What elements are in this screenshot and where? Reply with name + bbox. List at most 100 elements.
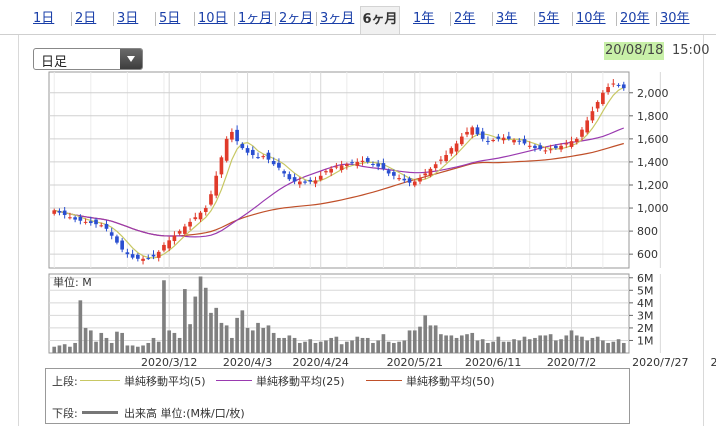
x-tick-label: 2020/4/24 — [293, 356, 349, 368]
volume-bar — [616, 339, 621, 353]
volume-bar — [480, 339, 485, 353]
x-tick-label: 2020/6/11 — [465, 356, 521, 368]
candle-body — [533, 145, 537, 149]
volume-bar — [318, 341, 323, 353]
volume-bar — [224, 325, 229, 353]
candle-body — [209, 194, 213, 205]
candle-body — [496, 136, 501, 139]
tab-15[interactable]: 20年 — [620, 11, 650, 26]
candle-body — [371, 164, 375, 166]
candle-body — [78, 216, 83, 221]
tab-7[interactable]: 2ヶ月 — [279, 11, 314, 26]
candle-body — [193, 217, 198, 220]
tab-13[interactable]: 5年 — [538, 11, 560, 26]
tab-separator — [275, 12, 276, 26]
candle-body — [595, 101, 600, 109]
volume-bar — [621, 342, 626, 353]
candle-body — [554, 145, 558, 149]
volume-bar — [57, 345, 62, 353]
tab-14[interactable]: 10年 — [576, 11, 606, 26]
tab-2[interactable]: 2日 — [75, 11, 97, 26]
candle-body — [428, 168, 433, 176]
candle-body — [538, 145, 542, 150]
volume-bar — [496, 336, 501, 353]
volume-bar — [245, 327, 250, 353]
candle-body — [512, 140, 516, 143]
volume-bar — [334, 336, 339, 353]
volume-bar — [308, 339, 313, 353]
candle-body — [590, 111, 595, 121]
volume-bar — [365, 337, 370, 353]
tab-4[interactable]: 5日 — [159, 11, 181, 26]
candle-body — [397, 178, 401, 180]
ma5-line — [54, 86, 625, 259]
candle-body — [219, 157, 224, 175]
volume-bar — [606, 342, 610, 353]
volume-bar — [214, 307, 219, 353]
candle-body — [569, 141, 574, 147]
period-tabs: 1日 2日 3日 5日 10日 1ヶ月 2ヶ月 3ヶ月 6ヶ月 1年 2年 3年 5年 10年 20年 30年 — [0, 0, 716, 35]
tab-separator — [492, 12, 493, 26]
volume-bar — [444, 335, 448, 353]
tab-8[interactable]: 3ヶ月 — [320, 11, 355, 26]
candle-body — [407, 178, 412, 183]
tab-12[interactable]: 3年 — [496, 11, 518, 26]
candle-body — [480, 131, 485, 139]
volume-bar — [78, 300, 83, 353]
volume-bar — [151, 337, 156, 353]
tab-16[interactable]: 30年 — [660, 11, 690, 26]
tab-9[interactable]: 6ヶ月 — [360, 6, 400, 34]
volume-bar — [183, 289, 187, 353]
tab-10[interactable]: 1年 — [413, 11, 435, 26]
candle-body — [345, 164, 349, 167]
price-tick-label: 2,000 — [637, 87, 669, 100]
legend-lower-label: 下段: — [52, 407, 78, 420]
candle-body — [324, 171, 328, 173]
period-select[interactable]: 日足 — [33, 48, 143, 70]
tab-1[interactable]: 1日 — [33, 11, 55, 26]
candle-body — [386, 170, 391, 174]
candle-body — [167, 240, 172, 249]
volume-bar — [407, 330, 412, 353]
tab-6[interactable]: 1ヶ月 — [238, 11, 273, 26]
volume-bar — [203, 287, 208, 353]
volume-bar — [297, 342, 302, 353]
candle-body — [606, 86, 610, 93]
candle-body — [57, 211, 62, 213]
volume-panel — [48, 273, 630, 354]
candle-body — [402, 178, 407, 181]
volume-bar — [527, 339, 532, 353]
candle-body — [172, 235, 177, 242]
volume-bar — [125, 345, 130, 353]
tab-separator — [572, 12, 573, 26]
candle-body — [355, 161, 360, 166]
tab-3[interactable]: 3日 — [117, 11, 139, 26]
volume-tick-label: 4M — [637, 297, 654, 310]
candle-body — [277, 162, 281, 168]
volume-bar — [574, 335, 579, 353]
dropdown-button[interactable] — [120, 49, 142, 69]
volume-bar — [543, 335, 548, 353]
volume-bar — [219, 322, 224, 353]
volume-bar — [120, 332, 124, 353]
volume-bar — [439, 334, 443, 353]
candle-body — [125, 252, 130, 255]
price-tick-label: 800 — [637, 225, 658, 238]
candle-body — [188, 221, 192, 227]
volume-bar — [167, 330, 172, 353]
candle-body — [449, 148, 454, 154]
legend-volume: 出来高 単位:(M株/口/枚) — [124, 407, 245, 420]
volume-bar — [371, 342, 375, 353]
volume-bar — [235, 317, 239, 353]
volume-bar — [381, 334, 386, 353]
volume-bar — [68, 346, 72, 353]
tab-5[interactable]: 10日 — [198, 11, 228, 26]
volume-bar — [433, 325, 438, 353]
volume-bar — [266, 325, 271, 353]
tab-separator — [155, 12, 156, 26]
candle-body — [506, 136, 511, 139]
volume-tick-label: 2M — [637, 322, 654, 335]
tab-11[interactable]: 2年 — [454, 11, 476, 26]
volume-bar — [475, 340, 480, 353]
stock-chart: 2020/3/12 2020/4/3 2020/4/24 2020/5/21 2020/… — [48, 71, 716, 368]
